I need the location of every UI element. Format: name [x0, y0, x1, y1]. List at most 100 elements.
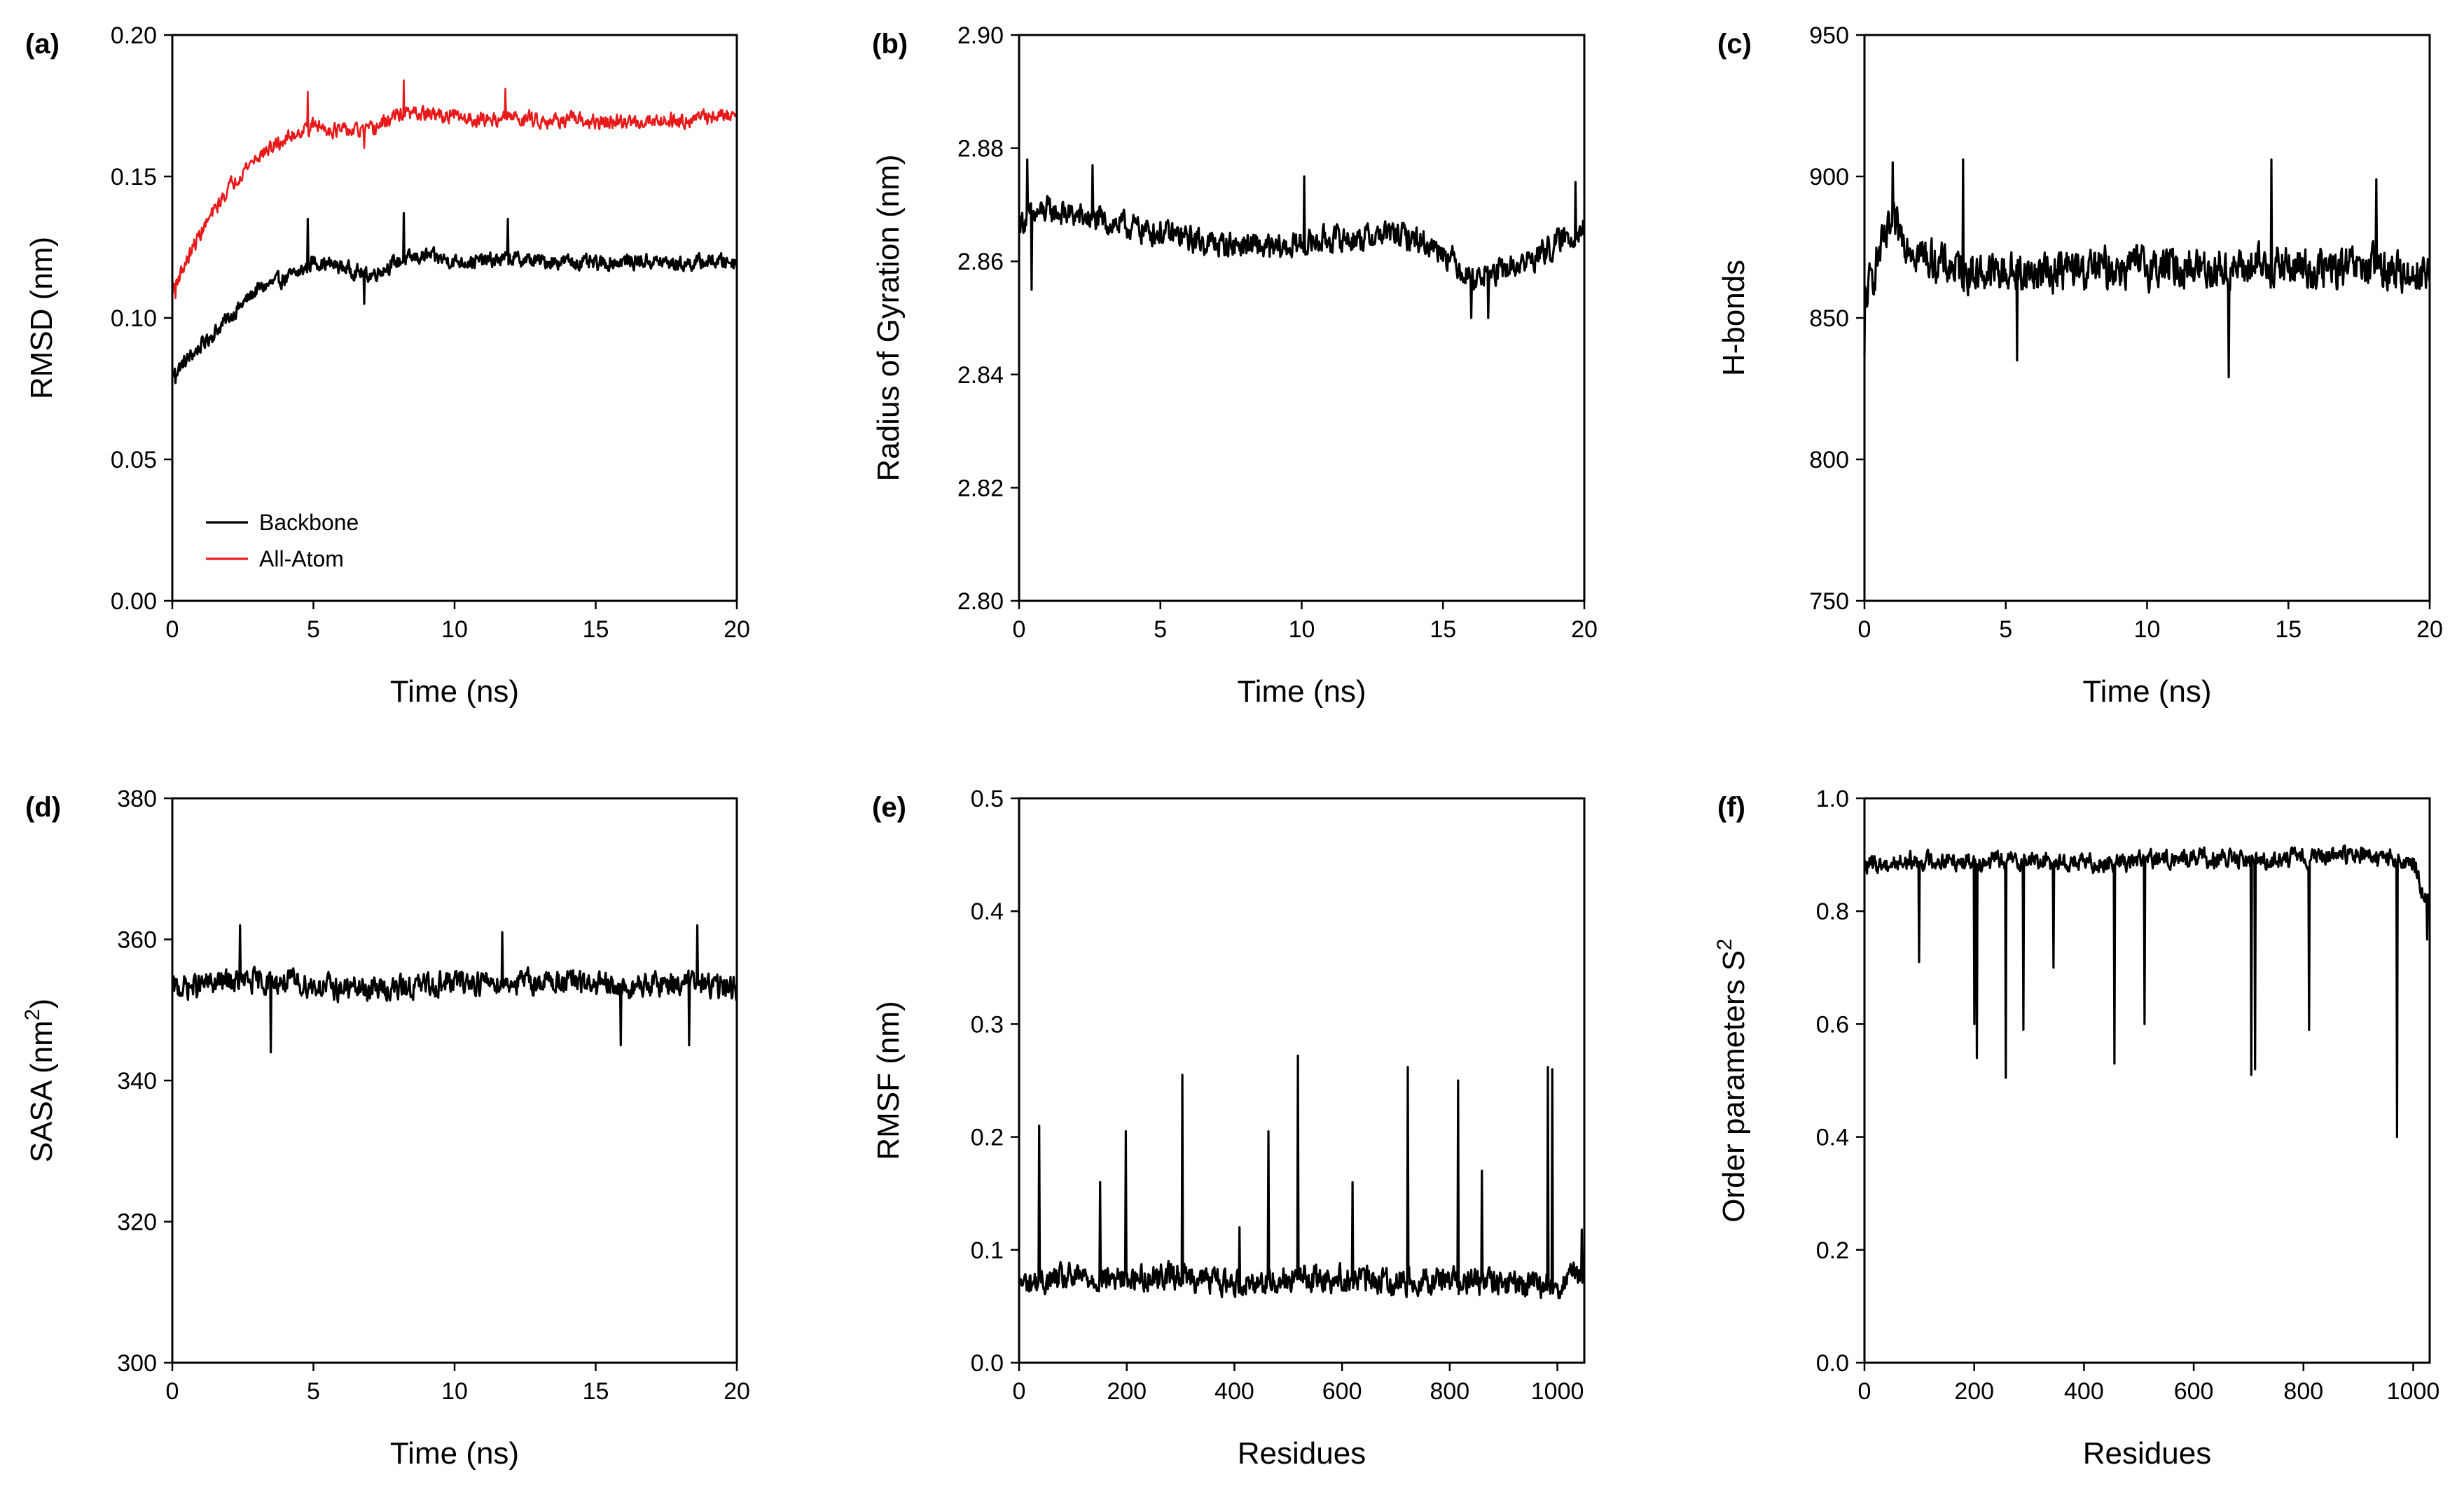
y-tick-label: 900: [1809, 164, 1849, 190]
x-axis-title: Residues: [1238, 1436, 1366, 1471]
y-axis-title: RMSF (nm): [871, 1001, 906, 1160]
y-tick-label: 2.86: [957, 249, 1004, 275]
y-axis-title: Order parameters S2: [1713, 938, 1751, 1223]
series-line-e-rmsf: [1018, 1054, 1586, 1300]
x-tick-label: 5: [307, 1378, 320, 1405]
x-tick-label: 400: [1214, 1378, 1254, 1405]
x-tick-label: 15: [583, 1378, 609, 1405]
x-axis-title: Time (ns): [390, 1436, 519, 1471]
y-axis-title: RMSD (nm): [25, 237, 59, 399]
x-axis-title: Time (ns): [1237, 674, 1366, 709]
x-tick-label: 800: [1430, 1378, 1469, 1405]
y-tick-label: 0.1: [971, 1237, 1004, 1264]
y-tick-label: 320: [117, 1209, 157, 1236]
x-axis-title: Time (ns): [390, 674, 519, 709]
y-tick-label: 0.5: [971, 786, 1004, 812]
x-tick-label: 0: [1013, 616, 1026, 643]
series-line-b-rg: [1018, 158, 1586, 319]
panel-label: (e): [872, 792, 906, 823]
x-tick-label: 15: [1430, 616, 1456, 643]
series-line-c-h-bonds: [1863, 158, 2431, 379]
x-tick-label: 15: [583, 616, 609, 643]
panel-label: (f): [1717, 792, 1745, 823]
x-tick-label: 0: [1858, 616, 1871, 643]
y-tick-label: 2.84: [957, 362, 1004, 389]
x-tick-label: 10: [441, 616, 468, 643]
y-tick-label: 950: [1809, 22, 1849, 49]
y-tick-label: 0.8: [1816, 898, 1849, 925]
y-tick-label: 0.0: [971, 1350, 1004, 1377]
x-axis-title: Residues: [2083, 1436, 2211, 1471]
y-tick-label: 0.4: [1816, 1125, 1849, 1151]
panel-label: (d): [25, 792, 61, 823]
x-tick-label: 5: [1154, 616, 1167, 643]
y-tick-label: 2.80: [957, 588, 1004, 615]
y-tick-label: 850: [1809, 305, 1849, 332]
y-tick-label: 0.4: [971, 898, 1004, 925]
y-tick-label: 0.20: [111, 22, 157, 49]
y-tick-label: 2.90: [957, 22, 1004, 49]
panel-label: (a): [25, 29, 60, 60]
y-tick-label: 0.15: [111, 164, 157, 190]
y-tick-label: 0.00: [111, 588, 157, 615]
x-tick-label: 600: [2174, 1378, 2214, 1405]
series-line-a-backbone: [171, 211, 738, 384]
plot-frame: [1018, 797, 1586, 1364]
x-tick-label: 20: [724, 1378, 750, 1405]
x-tick-label: 200: [1954, 1378, 1994, 1405]
y-tick-label: 0.6: [1816, 1011, 1849, 1038]
y-tick-label: 340: [117, 1068, 157, 1095]
y-tick-label: 750: [1809, 588, 1849, 615]
y-tick-label: 0.3: [971, 1011, 1004, 1038]
x-tick-label: 800: [2283, 1378, 2323, 1405]
legend-label: Backbone: [259, 510, 359, 535]
y-tick-label: 0.2: [1816, 1237, 1849, 1264]
y-tick-label: 380: [117, 786, 157, 812]
x-tick-label: 1000: [1531, 1378, 1584, 1405]
x-tick-label: 0: [1013, 1378, 1026, 1405]
panel-a: 0 5 10 15 20 0.00 0.05 0.10 0.15 0.20 Time (ns) RMS…: [25, 22, 750, 709]
panel-f: 0 200 400 600 800 1000 0.0 0.2 0.4 0.6 0.8 1.0 Resid…: [1713, 786, 2439, 1471]
x-tick-label: 600: [1322, 1378, 1362, 1405]
plot-frame: [1018, 34, 1586, 602]
series-line-a-all-atom: [171, 79, 738, 299]
y-tick-label: 300: [117, 1350, 157, 1377]
x-tick-label: 1000: [2387, 1378, 2440, 1405]
x-tick-label: 20: [724, 616, 750, 643]
x-tick-label: 400: [2064, 1378, 2104, 1405]
series-line-f-s2: [1863, 844, 2431, 1139]
y-tick-label: 0.2: [971, 1125, 1004, 1151]
x-tick-label: 5: [307, 616, 320, 643]
y-tick-label: 360: [117, 927, 157, 954]
plot-frame: [1863, 797, 2431, 1364]
x-tick-label: 5: [1999, 616, 2012, 643]
x-tick-label: 0: [166, 1378, 179, 1405]
y-axis-title: H-bonds: [1717, 260, 1751, 376]
y-tick-label: 0.0: [1816, 1350, 1849, 1377]
x-tick-label: 0: [166, 616, 179, 643]
x-tick-label: 10: [2134, 616, 2161, 643]
y-axis-title: Radius of Gyration (nm): [871, 154, 906, 481]
plot-frame: [171, 797, 738, 1364]
y-tick-label: 1.0: [1816, 786, 1849, 812]
y-tick-label: 800: [1809, 447, 1849, 473]
y-tick-label: 0.05: [111, 447, 157, 473]
x-tick-label: 20: [2416, 616, 2443, 643]
panel-label: (c): [1717, 29, 1752, 60]
plot-frame: [1863, 34, 2431, 602]
series-line-d-sasa: [171, 924, 738, 1054]
x-axis-title: Time (ns): [2082, 674, 2211, 709]
x-tick-label: 10: [441, 1378, 468, 1405]
x-tick-label: 10: [1289, 616, 1315, 643]
x-tick-label: 200: [1107, 1378, 1147, 1405]
y-tick-label: 0.10: [111, 305, 157, 332]
legend-label: All-Atom: [259, 546, 344, 571]
y-axis-title: SASA (nm2): [21, 999, 59, 1162]
panel-b: 0 5 10 15 20 2.80 2.82 2.84 2.86 2.88 2.90 Time (ns…: [871, 22, 1598, 709]
panel-c: 0 5 10 15 20 750 800 850 900 950 Time (ns) H-bonds (…: [1717, 22, 2443, 709]
y-tick-label: 2.88: [957, 136, 1004, 162]
x-tick-label: 20: [1571, 616, 1598, 643]
panel-d: 0 5 10 15 20 300 320 340 360 380 Time (ns) SASA (nm…: [21, 786, 750, 1471]
panel-e: 0 200 400 600 800 1000 0.0 0.1 0.2 0.3 0.4 0.5 Resid…: [871, 786, 1586, 1471]
